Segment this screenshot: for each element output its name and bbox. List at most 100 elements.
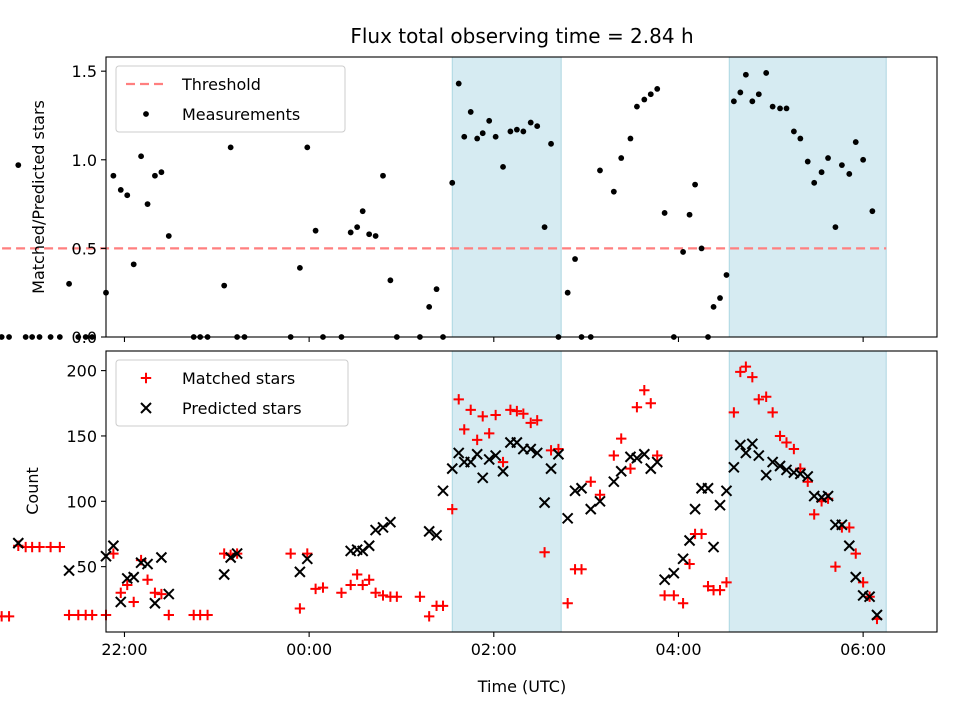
data-point: [735, 366, 746, 378]
data-point: [597, 167, 603, 174]
data-point: [449, 179, 456, 186]
data-point: [492, 133, 499, 140]
data-point: [651, 456, 663, 468]
x-axis-label: Time (UTC): [477, 677, 566, 696]
data-point: [423, 525, 435, 538]
data-point: [753, 394, 764, 405]
data-point: [818, 169, 825, 176]
data-point: [351, 569, 363, 580]
data-point: [202, 609, 213, 621]
data-point: [618, 155, 625, 161]
data-point: [152, 172, 158, 179]
data-point: [661, 210, 668, 216]
data-point: [742, 71, 749, 78]
data-point: [668, 567, 680, 579]
data-point: [304, 144, 311, 151]
data-point: [702, 482, 714, 494]
data-point: [763, 70, 770, 76]
data-point: [359, 208, 366, 215]
data-point: [631, 452, 643, 464]
data-point: [802, 476, 813, 487]
data-point: [714, 499, 726, 511]
data-point: [227, 144, 234, 151]
data-point: [545, 462, 557, 475]
data-point: [794, 468, 807, 480]
data-point: [561, 512, 574, 525]
chart-title: Flux total observing time = 2.84 h: [350, 24, 693, 48]
data-point: [572, 256, 578, 262]
data-point: [534, 123, 541, 130]
data-point: [610, 188, 617, 195]
data-point: [575, 482, 588, 494]
data-point: [297, 264, 303, 271]
data-point: [391, 591, 403, 602]
data-point: [525, 417, 536, 429]
y-tick-label: 0.5: [72, 239, 97, 258]
data-point: [548, 140, 554, 147]
data-point: [838, 162, 845, 169]
data-point: [698, 245, 705, 252]
data-point: [144, 201, 151, 207]
data-point: [336, 587, 347, 598]
data-point: [790, 128, 797, 135]
data-point: [850, 548, 861, 559]
data-point: [553, 443, 564, 455]
data-point: [0, 334, 5, 340]
data-point: [489, 449, 502, 462]
data-point: [625, 463, 636, 474]
data-point: [707, 541, 720, 553]
data-point: [766, 456, 779, 468]
data-point: [615, 465, 627, 477]
data-point: [696, 528, 707, 540]
data-point: [128, 596, 139, 608]
data-point: [370, 587, 381, 598]
data-point: [811, 179, 818, 186]
data-point: [647, 91, 654, 98]
data-point: [54, 541, 66, 553]
data-point: [683, 534, 696, 547]
data-point: [720, 485, 733, 497]
data-point: [138, 153, 144, 160]
data-point: [569, 485, 581, 497]
data-point: [783, 105, 790, 112]
data-point: [155, 551, 168, 564]
data-point: [594, 495, 606, 508]
data-point: [471, 448, 483, 460]
data-point: [740, 447, 752, 459]
data-point: [714, 584, 726, 596]
data-point: [802, 470, 814, 483]
data-point: [538, 496, 551, 509]
shaded-interval: [728, 350, 887, 633]
data-point: [860, 156, 867, 163]
data-point: [63, 609, 75, 621]
x-tick-label: 00:00: [286, 640, 332, 659]
data-point: [641, 96, 648, 103]
data-point: [728, 461, 740, 474]
data-point: [459, 424, 470, 435]
data-point: [788, 443, 800, 455]
data-point: [380, 172, 386, 179]
data-point: [384, 516, 397, 528]
data-point: [347, 229, 354, 236]
data-point: [863, 591, 876, 603]
data-point: [433, 286, 440, 293]
data-point: [66, 280, 72, 287]
data-point: [89, 334, 96, 340]
data-point: [753, 449, 765, 462]
count-panel-ylabel: Count: [23, 467, 42, 515]
data-point: [755, 91, 762, 98]
data-point: [130, 261, 137, 268]
data-point: [627, 135, 634, 142]
data-point: [576, 564, 587, 575]
data-point: [149, 587, 161, 598]
data-point: [737, 89, 744, 96]
data-point: [377, 590, 389, 601]
shaded-interval: [451, 56, 562, 338]
data-point: [110, 172, 117, 179]
count-panel-legend: Matched stars Predicted stars: [115, 359, 349, 427]
legend-x-symbol: [140, 402, 152, 414]
data-point: [426, 303, 433, 310]
data-point: [832, 224, 839, 231]
data-point: [142, 574, 153, 585]
